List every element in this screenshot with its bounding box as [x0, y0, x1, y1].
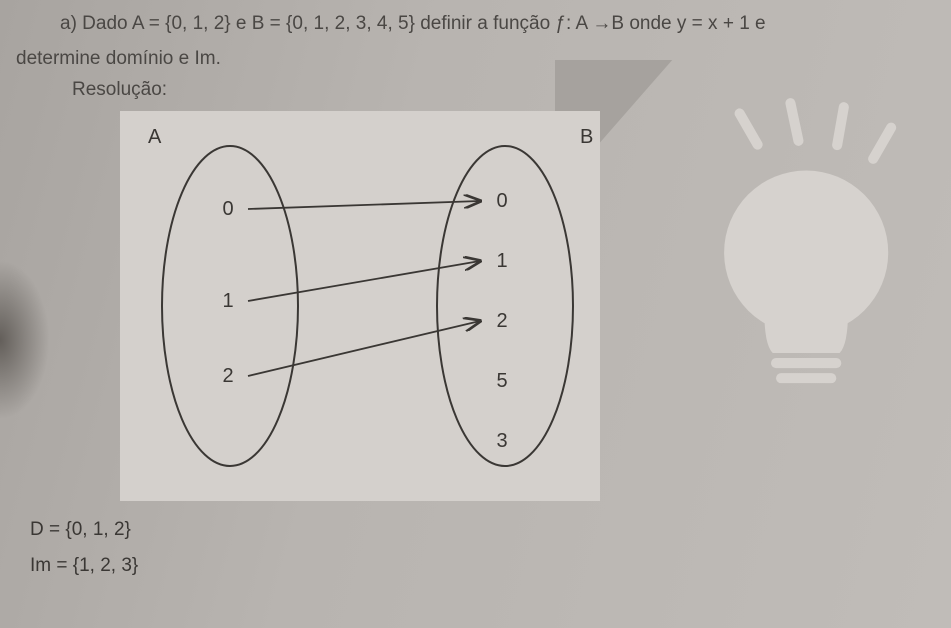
set-b-element-0: 0	[496, 190, 507, 212]
resolucao-label: Resolução:	[72, 79, 931, 101]
domain-result: D = {0, 1, 2}	[30, 519, 931, 541]
set-label-a: A	[148, 126, 161, 149]
set-a-element-1: 1	[222, 290, 233, 312]
set-label-b: B	[580, 126, 593, 149]
content-area: a) Dado A = {0, 1, 2} e B = {0, 1, 2, 3,…	[0, 0, 951, 601]
function-diagram: A B 0 1 2 0 1 2 5 3	[120, 111, 600, 501]
set-b-element-3: 5	[496, 370, 507, 392]
mapping-arrow-2	[248, 321, 480, 376]
set-b-element-2: 2	[496, 310, 507, 332]
problem-line1: a) Dado A = {0, 1, 2} e B = {0, 1, 2, 3,…	[60, 10, 931, 39]
results-block: D = {0, 1, 2} Im = {1, 2, 3}	[30, 519, 931, 577]
set-a-element-2: 2	[222, 365, 233, 387]
set-b-element-1: 1	[496, 250, 507, 272]
set-b-element-4: 3	[496, 430, 507, 452]
diagram-svg: 0 1 2 0 1 2 5 3	[120, 111, 600, 501]
image-result: Im = {1, 2, 3}	[30, 555, 931, 577]
problem-line2: determine domínio e Im.	[16, 45, 931, 74]
set-a-element-0: 0	[222, 198, 233, 220]
mapping-arrow-1	[248, 261, 480, 301]
